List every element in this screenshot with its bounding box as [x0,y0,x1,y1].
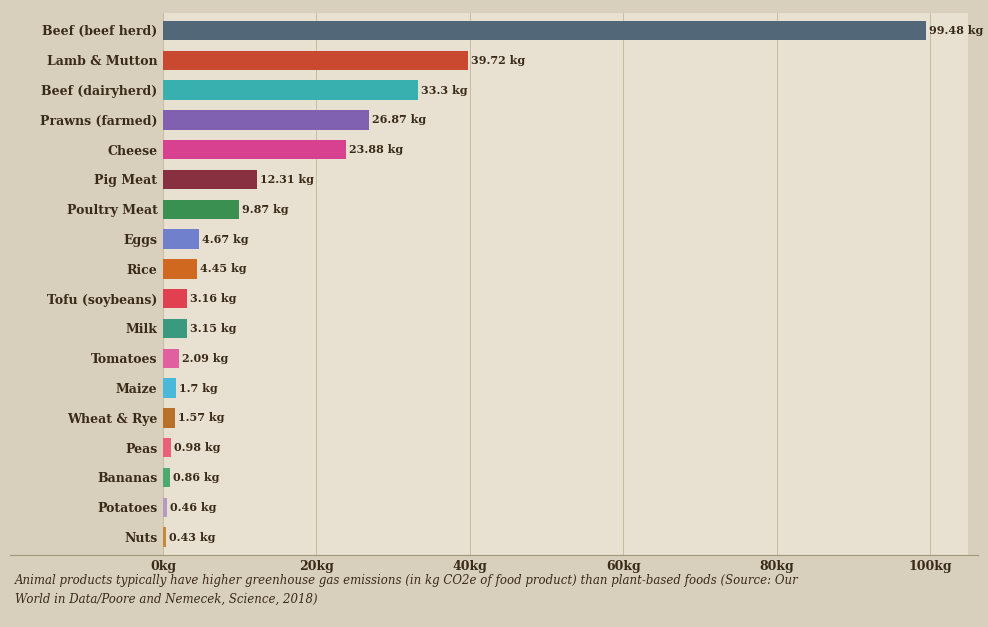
Bar [163,378,176,398]
Text: 39.72 kg: 39.72 kg [470,55,525,66]
Bar [163,51,467,70]
Text: 4.45 kg: 4.45 kg [201,263,247,275]
Bar [163,468,170,487]
Bar [163,527,166,547]
Bar [163,21,926,40]
Bar [163,199,239,219]
Text: 33.3 kg: 33.3 kg [422,85,468,95]
Text: 2.09 kg: 2.09 kg [182,353,228,364]
Text: 9.87 kg: 9.87 kg [242,204,288,214]
Text: 0.43 kg: 0.43 kg [169,532,216,542]
Bar [163,349,179,368]
Text: 3.15 kg: 3.15 kg [191,323,237,334]
Text: 1.7 kg: 1.7 kg [179,382,218,394]
Text: 23.88 kg: 23.88 kg [349,144,403,155]
Bar [163,319,187,338]
Bar [163,408,175,428]
Text: Animal products typically have higher greenhouse gas emissions (in kg CO2e of fo: Animal products typically have higher gr… [15,574,798,606]
Text: 0.46 kg: 0.46 kg [170,502,216,513]
Bar [163,289,188,308]
Text: 4.67 kg: 4.67 kg [202,233,249,245]
Bar [163,498,167,517]
Bar [163,140,346,159]
Bar [163,110,370,130]
Text: 3.16 kg: 3.16 kg [191,293,237,304]
Text: 1.57 kg: 1.57 kg [178,413,224,423]
Text: 0.98 kg: 0.98 kg [174,442,220,453]
Bar [163,438,171,457]
Bar [163,259,198,278]
Text: 26.87 kg: 26.87 kg [372,114,427,125]
Text: 12.31 kg: 12.31 kg [261,174,314,185]
Bar [163,80,418,100]
Text: 0.86 kg: 0.86 kg [173,472,219,483]
Bar [163,229,199,249]
Text: 99.48 kg: 99.48 kg [929,25,983,36]
Bar [163,170,258,189]
